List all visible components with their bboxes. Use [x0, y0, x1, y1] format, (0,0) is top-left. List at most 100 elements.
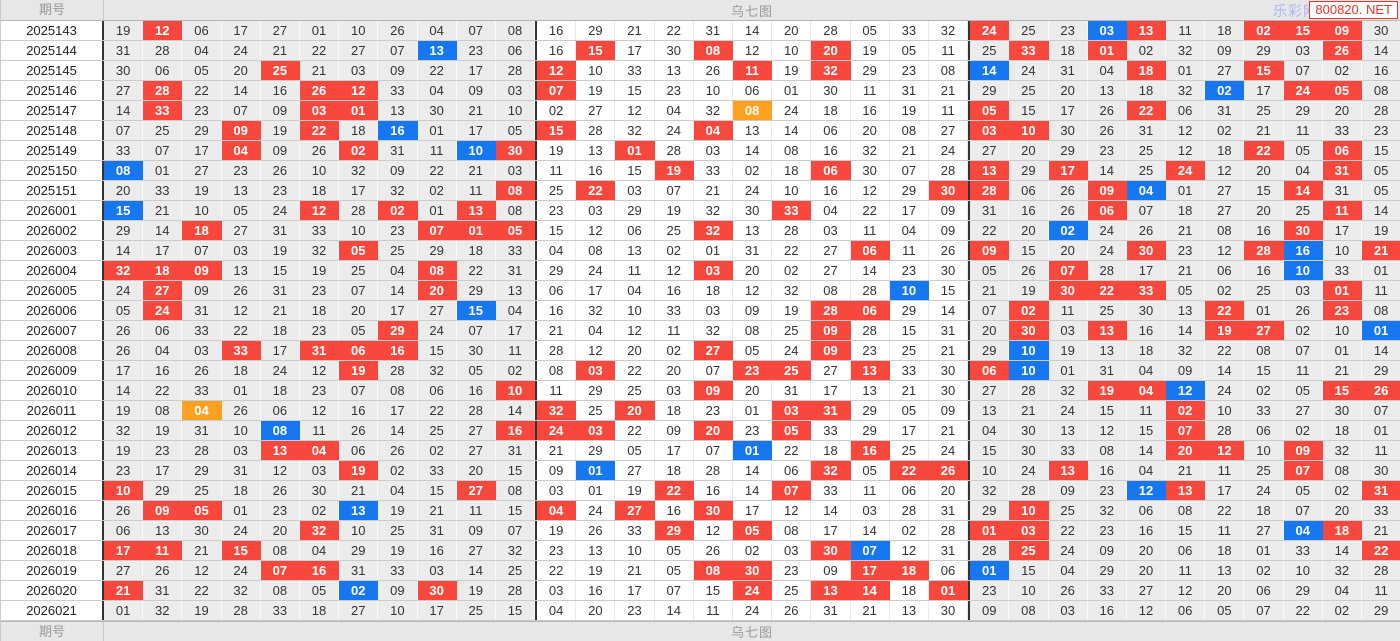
number-cell: 31	[1205, 101, 1245, 120]
number-cell: 02	[535, 101, 577, 120]
number-cell: 32	[104, 261, 144, 280]
number-cell: 22	[456, 261, 496, 280]
number-cell: 21	[1244, 121, 1284, 140]
number-cell: 05	[733, 521, 773, 540]
number-cell: 17	[1244, 81, 1284, 100]
number-cell: 02	[1048, 221, 1088, 240]
number-cell: 25	[456, 601, 496, 620]
number-cell: 08	[1362, 301, 1400, 320]
number-cell: 24	[143, 301, 183, 320]
number-cell: 08	[104, 161, 144, 180]
number-cell: 31	[104, 41, 144, 60]
number-cell: 04	[495, 301, 536, 320]
number-cell: 11	[417, 141, 457, 160]
number-cell: 31	[1362, 481, 1400, 500]
number-cell: 15	[928, 281, 969, 300]
number-cell: 03	[1048, 321, 1088, 340]
number-cell: 24	[733, 181, 773, 200]
number-cell: 21	[1362, 241, 1400, 260]
number-cell: 16	[378, 341, 418, 360]
number-cell: 25	[417, 421, 457, 440]
number-cell: 22	[850, 201, 890, 220]
number-cell: 02	[733, 161, 773, 180]
number-cell: 20	[339, 301, 379, 320]
number-cell: 08	[576, 241, 616, 260]
number-cell: 01	[221, 501, 261, 520]
number-cell: 19	[576, 81, 616, 100]
number-cell: 15	[615, 81, 655, 100]
number-cell: 15	[1087, 401, 1127, 420]
number-cell: 22	[143, 381, 183, 400]
number-cell: 06	[889, 481, 929, 500]
number-cell: 24	[733, 581, 773, 600]
number-cell: 30	[417, 581, 457, 600]
number-cell: 23	[772, 561, 812, 580]
number-cell: 03	[535, 481, 577, 500]
number-cell: 24	[1283, 81, 1323, 100]
number-cell: 13	[576, 541, 616, 560]
number-cell: 14	[733, 141, 773, 160]
number-cell: 14	[733, 481, 773, 500]
number-cell: 23	[733, 421, 773, 440]
number-cell: 06	[733, 81, 773, 100]
number-cell: 02	[1244, 21, 1284, 40]
number-cell: 10	[495, 381, 536, 400]
number-cell: 14	[733, 461, 773, 480]
table-row: 2026016 26 09 05 01 23 02 13 19 21 11 15 04 24 27 16 30 1…	[1, 501, 1400, 521]
number-cell: 11	[733, 61, 773, 80]
number-cell: 27	[104, 561, 144, 580]
number-cell: 04	[1048, 561, 1088, 580]
number-cell: 21	[143, 201, 183, 220]
number-cell: 01	[417, 201, 457, 220]
number-cell: 14	[1205, 361, 1245, 380]
number-cell: 19	[576, 561, 616, 580]
number-cell: 13	[1166, 481, 1206, 500]
number-cell: 09	[378, 581, 418, 600]
number-cell: 06	[1244, 581, 1284, 600]
number-cell: 29	[182, 461, 222, 480]
number-cell: 07	[1166, 421, 1206, 440]
number-cell: 11	[535, 381, 577, 400]
number-cell: 25	[1244, 461, 1284, 480]
number-cell: 21	[339, 481, 379, 500]
number-cell: 24	[417, 321, 457, 340]
number-cell: 14	[1126, 441, 1167, 460]
number-cell: 30	[104, 61, 144, 80]
number-cell: 23	[260, 501, 300, 520]
number-cell: 18	[889, 581, 929, 600]
number-cell: 06	[1166, 541, 1206, 560]
number-cell: 29	[1283, 581, 1323, 600]
number-cell: 10	[339, 221, 379, 240]
number-cell: 23	[889, 61, 929, 80]
number-cell: 08	[1244, 341, 1284, 360]
number-cell: 23	[456, 41, 496, 60]
number-cell: 23	[104, 461, 144, 480]
table-row: 2026008 26 04 03 33 17 31 06 16 15 30 11 28 12 20 02 27 0…	[1, 341, 1400, 361]
number-cell: 22	[772, 241, 812, 260]
number-cell: 15	[693, 581, 733, 600]
number-cell: 21	[850, 601, 890, 620]
number-cell: 33	[182, 381, 222, 400]
number-cell: 12	[339, 81, 379, 100]
number-cell: 26	[1048, 201, 1088, 220]
number-cell: 32	[1166, 81, 1206, 100]
number-cell: 11	[850, 81, 890, 100]
number-cell: 15	[260, 261, 300, 280]
number-cell: 16	[1126, 521, 1167, 540]
number-cell: 31	[1322, 161, 1362, 180]
number-cell: 18	[1205, 541, 1245, 560]
number-cell: 31	[221, 461, 261, 480]
number-cell: 21	[889, 141, 929, 160]
number-cell: 02	[1283, 321, 1323, 340]
number-cell: 22	[654, 21, 694, 40]
number-cell: 02	[1205, 281, 1245, 300]
number-cell: 12	[1126, 481, 1167, 500]
number-cell: 27	[339, 41, 379, 60]
number-cell: 16	[1087, 601, 1127, 620]
number-cell: 14	[456, 561, 496, 580]
number-cell: 12	[615, 321, 655, 340]
number-cell: 23	[1087, 141, 1127, 160]
number-cell: 19	[378, 541, 418, 560]
number-cell: 30	[1362, 21, 1400, 40]
number-cell: 06	[1205, 261, 1245, 280]
